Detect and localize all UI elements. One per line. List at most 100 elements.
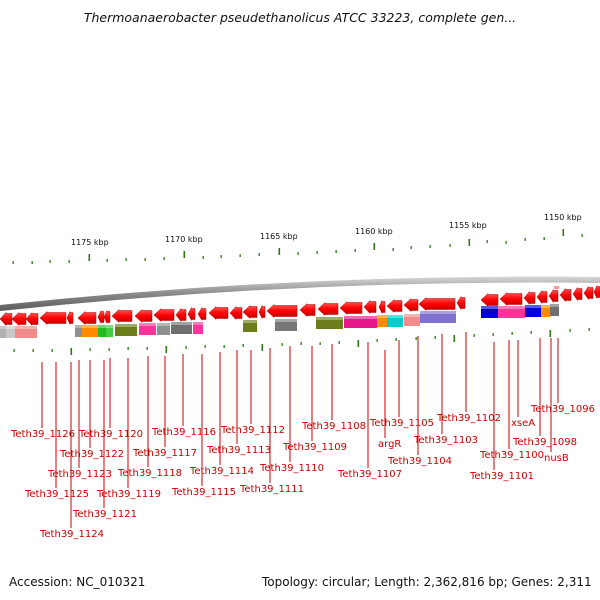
- gene-label[interactable]: Teth39_1116: [151, 427, 216, 438]
- gene-label[interactable]: Teth39_1125: [24, 489, 89, 500]
- gene-arrow[interactable]: [548, 288, 559, 304]
- gene-label[interactable]: Teth39_1111: [239, 484, 304, 495]
- gene-arrow[interactable]: [25, 311, 39, 327]
- gene-arrow[interactable]: [229, 305, 243, 321]
- gene-marker: [554, 286, 559, 289]
- cog-block: [344, 316, 377, 328]
- scale-tick: [49, 260, 51, 263]
- cog-block: [171, 322, 192, 334]
- gene-arrow[interactable]: [559, 287, 572, 303]
- gene-label[interactable]: Teth39_1107: [337, 469, 402, 480]
- cog-block: [275, 319, 297, 331]
- gene-label[interactable]: Teth39_1117: [132, 448, 197, 459]
- gene-arrow[interactable]: [97, 310, 105, 324]
- gene-arrow[interactable]: [175, 307, 187, 323]
- gene-label[interactable]: Teth39_1110: [259, 463, 324, 474]
- cog-block: [420, 311, 456, 323]
- gene-arrow[interactable]: [572, 286, 583, 302]
- gene-arrow[interactable]: [208, 305, 229, 321]
- gene-arrow[interactable]: [77, 310, 97, 326]
- gene-label[interactable]: Teth39_1098: [512, 437, 577, 448]
- cog-block: [106, 325, 113, 337]
- gene-label[interactable]: Teth39_1114: [189, 466, 254, 477]
- gene-arrow[interactable]: [153, 307, 175, 323]
- scale-tick: [468, 239, 471, 246]
- gene-labels[interactable]: Teth39_1126 Teth39_1125 Teth39_1124 Teth39_…: [10, 404, 595, 540]
- scale-tick: [106, 259, 108, 262]
- gene-label[interactable]: Teth39_1126: [10, 429, 75, 440]
- gene-arrow[interactable]: [499, 291, 523, 307]
- scale-tick: [127, 347, 129, 350]
- gene-label[interactable]: Teth39_1096: [530, 404, 595, 415]
- gene-arrow[interactable]: [187, 307, 196, 321]
- gene-arrow[interactable]: [134, 308, 153, 324]
- gene-label[interactable]: Teth39_1122: [59, 449, 124, 460]
- scale-tick: [13, 349, 15, 352]
- gene-arrow[interactable]: [39, 310, 67, 326]
- gene-arrow[interactable]: [103, 310, 111, 324]
- scale-tick: [32, 349, 34, 352]
- gene-arrow[interactable]: [266, 303, 298, 319]
- gene-arrow[interactable]: [593, 285, 600, 299]
- gene-arrow[interactable]: [111, 308, 133, 324]
- cog-block: [498, 306, 525, 318]
- scale-tick: [319, 342, 321, 345]
- gene-arrow[interactable]: [258, 305, 266, 319]
- gene-label[interactable]: Teth39_1123: [47, 469, 112, 480]
- gene-label[interactable]: Teth39_1120: [78, 429, 143, 440]
- gene-arrow[interactable]: [418, 296, 456, 312]
- gene-label[interactable]: Teth39_1100: [479, 450, 544, 461]
- scale-tick: [492, 333, 494, 336]
- gene-label[interactable]: nusB: [544, 453, 569, 464]
- scale-tick: [429, 245, 431, 248]
- gene-arrow[interactable]: [299, 302, 316, 318]
- gene-label[interactable]: Teth39_1108: [301, 421, 366, 432]
- cog-block: [404, 314, 420, 326]
- gene-arrow[interactable]: [523, 290, 536, 306]
- gene-label[interactable]: Teth39_1121: [72, 509, 137, 520]
- gene-label[interactable]: Teth39_1104: [387, 456, 452, 467]
- gene-arrow[interactable]: [242, 304, 258, 320]
- gene-arrow[interactable]: [0, 311, 13, 327]
- kbp-label: 1160 kbp: [355, 227, 393, 236]
- gene-label[interactable]: Teth39_1124: [39, 529, 104, 540]
- gene-arrow[interactable]: [378, 300, 386, 314]
- scale-tick: [338, 341, 340, 344]
- gene-arrow[interactable]: [11, 311, 27, 327]
- kbp-label: 1155 kbp: [449, 221, 487, 230]
- gene-arrow[interactable]: [536, 289, 548, 305]
- gene-label[interactable]: xseA: [511, 418, 535, 429]
- gene-arrow[interactable]: [403, 297, 419, 313]
- gene-arrow[interactable]: [386, 298, 403, 314]
- gene-arrow[interactable]: [197, 306, 207, 322]
- gene-label[interactable]: Teth39_1102: [436, 413, 501, 424]
- gene-label[interactable]: Teth39_1119: [96, 489, 161, 500]
- gene-arrow[interactable]: [480, 292, 499, 308]
- gene-label[interactable]: Teth39_1105: [369, 418, 434, 429]
- gene-label[interactable]: argR: [378, 439, 401, 450]
- gene-arrow[interactable]: [317, 301, 339, 317]
- cog-block: [387, 315, 403, 327]
- gene-arrow[interactable]: [66, 311, 74, 325]
- gene-label[interactable]: Teth39_1112: [220, 425, 285, 436]
- gene-track[interactable]: [0, 285, 600, 327]
- cog-highlight: [75, 325, 82, 328]
- gene-arrow[interactable]: [339, 300, 363, 316]
- scale-tick: [569, 329, 571, 332]
- gene-label[interactable]: Teth39_1103: [413, 435, 478, 446]
- topology-text: Topology: circular; Length: 2,362,816 bp…: [262, 575, 592, 589]
- gene-label[interactable]: Teth39_1115: [171, 487, 236, 498]
- gene-label[interactable]: Teth39_1118: [117, 468, 182, 479]
- gene-label[interactable]: Teth39_1113: [206, 445, 271, 456]
- cog-highlight: [420, 311, 456, 314]
- scale-tick: [297, 252, 299, 255]
- cog-block: [139, 323, 156, 335]
- cog-highlight: [404, 314, 420, 317]
- gene-arrow[interactable]: [456, 295, 466, 311]
- scale-tick: [261, 344, 264, 351]
- gene-label[interactable]: Teth39_1101: [469, 471, 534, 482]
- gene-label[interactable]: Teth39_1109: [282, 442, 347, 453]
- gene-arrow[interactable]: [583, 285, 594, 301]
- gene-arrow[interactable]: [363, 299, 377, 315]
